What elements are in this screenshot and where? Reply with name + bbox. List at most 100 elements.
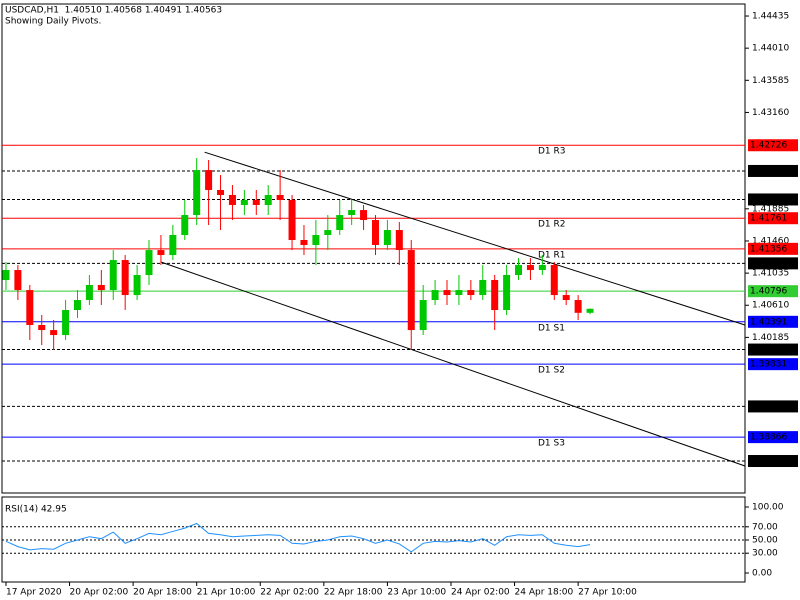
candle-body [38, 324, 46, 331]
rsi-tick-label: 0.00 [752, 569, 772, 579]
x-tick-label: 17 Apr 2020 [6, 588, 62, 598]
candle-body [157, 250, 165, 256]
x-tick-label: 20 Apr 02:00 [70, 588, 129, 598]
candle-body [491, 279, 499, 311]
trendline [160, 261, 746, 467]
candle-body [26, 290, 34, 325]
level-label-box [748, 212, 798, 225]
candle-body [97, 284, 105, 291]
chart-subtitle: Showing Daily Pivots. [5, 17, 101, 27]
candle-body [169, 235, 177, 256]
candle-body [538, 265, 546, 271]
x-tick-label: 22 Apr 18:00 [324, 588, 383, 598]
candle-body [193, 170, 201, 216]
candle-body [467, 290, 475, 296]
candle-body [407, 250, 415, 331]
candle-body [217, 190, 225, 196]
candle-body [371, 220, 379, 245]
candle-body [431, 290, 439, 301]
level-label: 1.40391 [750, 317, 787, 327]
candle-body [562, 295, 570, 301]
candle-body [586, 308, 594, 313]
candle-body [395, 230, 403, 251]
candle-body [50, 330, 58, 336]
candle-body [181, 215, 189, 236]
chart-title: USDCAD,H1 1.40510 1.40568 1.40491 1.4056… [5, 6, 222, 16]
candle-body [360, 210, 368, 221]
candle-body [312, 235, 320, 245]
level-label-box [748, 164, 798, 177]
level-label-box [748, 193, 798, 206]
candle-body [455, 290, 463, 296]
level-label-box [748, 400, 798, 413]
candle-body [526, 265, 534, 271]
rsi-label: RSI(14) 42.95 [5, 505, 67, 515]
x-tick-label: 23 Apr 10:00 [387, 588, 446, 598]
candle-body [383, 230, 391, 245]
candle-body [228, 195, 236, 205]
candle-body [336, 215, 344, 231]
level-name: D1 S3 [538, 439, 565, 449]
candle-body [240, 199, 248, 205]
x-tick-label: 21 Apr 10:00 [197, 588, 256, 598]
x-tick-label: 24 Apr 18:00 [515, 588, 574, 598]
candle-body [300, 239, 308, 245]
candle-body [443, 290, 451, 296]
candle-body [515, 265, 523, 276]
y-tick-label: 1.41885 [752, 204, 789, 214]
level-label-box [748, 257, 798, 270]
level-label-box [748, 358, 798, 371]
level-label: 1.39272 [750, 402, 787, 412]
x-tick-label: 20 Apr 18:00 [133, 588, 192, 598]
level-name: D1 R3 [538, 147, 566, 157]
candle-body [264, 195, 272, 205]
level-label-box [748, 343, 798, 356]
level-label: 1.41356 [750, 244, 787, 254]
candle-body [145, 250, 153, 276]
level-name: D1 R2 [538, 220, 566, 230]
y-tick-label: 1.40185 [752, 333, 789, 343]
level-label: 1.42726 [750, 141, 787, 151]
candle-body [109, 260, 117, 291]
candle-body [252, 199, 260, 205]
level-label: 1.39831 [750, 360, 787, 370]
candle-body [73, 300, 81, 311]
candle-body [205, 170, 213, 191]
y-tick-label: 1.44010 [752, 44, 789, 54]
y-tick-label: 1.41460 [752, 236, 789, 246]
level-label-box [748, 455, 798, 468]
x-tick-label: 22 Apr 02:00 [260, 588, 319, 598]
rsi-line [5, 522, 591, 553]
trendline [204, 151, 746, 326]
level-label: 1.42009 [750, 195, 787, 205]
y-tick-label: 1.43585 [752, 76, 789, 86]
candle-body [121, 260, 129, 296]
candle-body [276, 195, 284, 200]
x-tick-label: 27 Apr 10:00 [578, 588, 637, 598]
level-label: 1.38866 [750, 433, 787, 443]
candle-body [2, 270, 10, 280]
level-label: 1.41164 [750, 259, 787, 269]
candle-body [503, 275, 511, 311]
candle-body [479, 279, 487, 296]
rsi-tick-label: 50.00 [752, 536, 778, 546]
level-label-box [748, 139, 798, 152]
candle-body [133, 275, 141, 296]
candle-body [419, 300, 427, 331]
candle-body [62, 310, 70, 336]
candle-body [550, 265, 558, 296]
level-label: 1.40796 [750, 287, 787, 297]
y-tick-label: 1.40610 [752, 301, 789, 311]
candle-body [324, 230, 332, 236]
candle-body [85, 284, 93, 301]
y-tick-label: 1.44435 [752, 12, 789, 22]
level-label: 1.42386 [750, 166, 787, 176]
candle-body [574, 300, 582, 313]
x-tick-label: 24 Apr 02:00 [451, 588, 510, 598]
level-label: 1.41761 [750, 214, 787, 224]
level-name: D1 S2 [538, 366, 565, 376]
y-tick-label: 1.41035 [752, 269, 789, 279]
level-label-box [748, 315, 798, 328]
